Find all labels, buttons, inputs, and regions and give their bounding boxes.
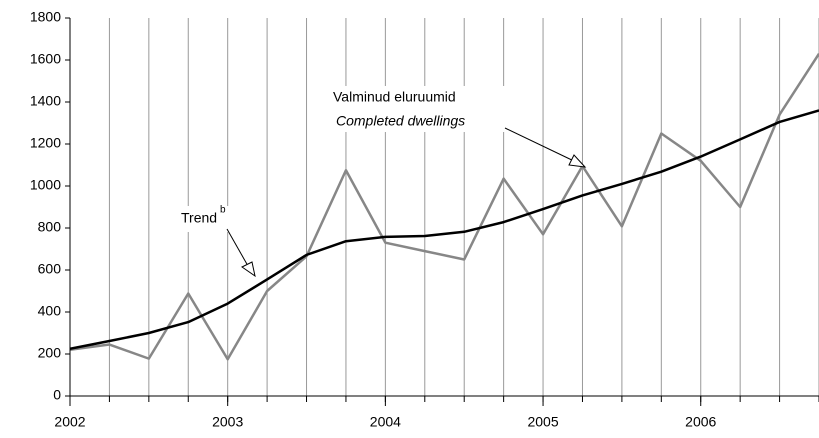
line-series <box>70 109 819 350</box>
y-tick-label: 1000 <box>30 177 61 193</box>
annotation: b <box>220 205 226 216</box>
annotation-bg <box>325 86 525 132</box>
arrowhead <box>568 154 587 168</box>
lines <box>70 53 819 361</box>
y-tick-label: 600 <box>38 261 62 277</box>
arrow <box>504 127 577 163</box>
axes: 0 200 400 600 800 1000 1200 1400 1600 1800 2002 200… <box>30 9 819 430</box>
y-tick-label: 1400 <box>30 93 61 109</box>
annotation: Completed dwellings <box>336 113 465 129</box>
y-tick-label: 800 <box>38 219 62 235</box>
arrow <box>226 228 249 267</box>
x-tick-label: 2003 <box>212 414 243 430</box>
x-tick-label: 2002 <box>54 414 85 430</box>
y-tick-label: 1600 <box>30 51 61 67</box>
x-tick-label: 2005 <box>527 414 558 430</box>
x-tick-label: 2004 <box>370 414 401 430</box>
annotation: Trend <box>181 210 217 226</box>
y-tick-label: 1200 <box>30 135 61 151</box>
y-tick-label: 400 <box>38 303 62 319</box>
line-series <box>70 53 819 361</box>
y-tick-label: 0 <box>53 387 61 403</box>
arrowhead <box>241 261 256 278</box>
annotation-bg <box>176 206 248 232</box>
y-tick-label: 200 <box>38 345 62 361</box>
x-tick-label: 2006 <box>685 414 716 430</box>
y-tick-label: 1800 <box>30 9 61 25</box>
annotation: Valminud eluruumid <box>333 89 456 105</box>
